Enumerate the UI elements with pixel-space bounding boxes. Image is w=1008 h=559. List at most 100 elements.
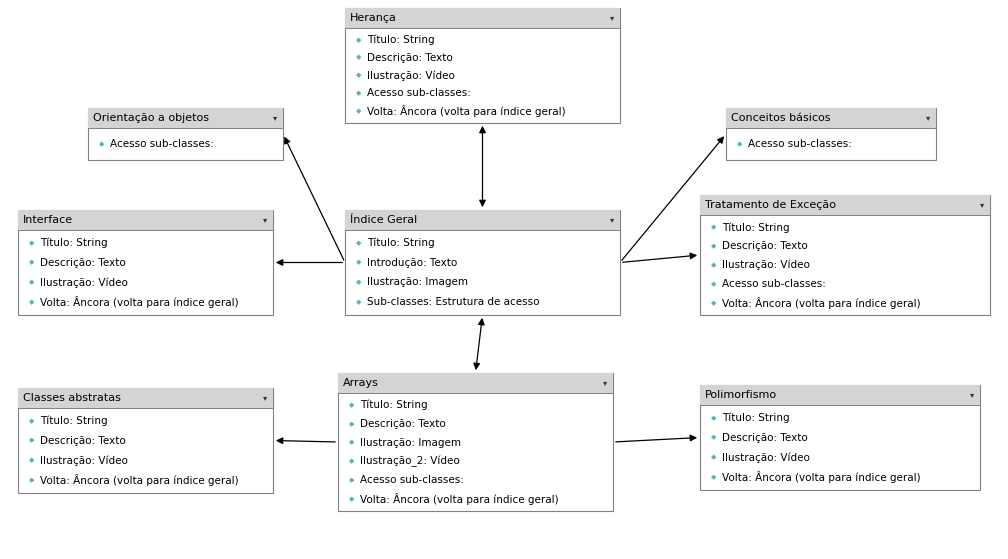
Text: ◆: ◆ <box>356 91 362 96</box>
Text: Acesso sub-classes:: Acesso sub-classes: <box>722 279 826 289</box>
Text: ▾: ▾ <box>970 391 974 400</box>
Bar <box>700 195 990 215</box>
Text: Acesso sub-classes:: Acesso sub-classes: <box>360 475 464 485</box>
Text: ◆: ◆ <box>712 224 717 230</box>
Text: ◆: ◆ <box>350 439 355 446</box>
Text: ◆: ◆ <box>712 281 717 287</box>
Text: Descrição: Texto: Descrição: Texto <box>40 435 126 446</box>
Text: Descrição: Texto: Descrição: Texto <box>722 241 807 251</box>
Text: Volta: Âncora (volta para índice geral): Volta: Âncora (volta para índice geral) <box>40 474 239 486</box>
Text: ◆: ◆ <box>356 259 362 266</box>
Text: Volta: Âncora (volta para índice geral): Volta: Âncora (volta para índice geral) <box>367 105 565 117</box>
Text: Conceitos básicos: Conceitos básicos <box>731 113 831 123</box>
Bar <box>345 8 620 28</box>
Text: Descrição: Texto: Descrição: Texto <box>360 419 446 429</box>
Text: ◆: ◆ <box>712 415 717 421</box>
Text: Título: String: Título: String <box>367 238 434 248</box>
Bar <box>338 373 613 511</box>
Text: ◆: ◆ <box>29 240 34 246</box>
Text: ▾: ▾ <box>610 216 614 225</box>
Text: Volta: Âncora (volta para índice geral): Volta: Âncora (volta para índice geral) <box>360 493 558 505</box>
Text: ◆: ◆ <box>712 474 717 480</box>
Text: Arrays: Arrays <box>343 378 379 388</box>
Text: Herança: Herança <box>350 13 397 23</box>
Text: Acesso sub-classes:: Acesso sub-classes: <box>748 139 852 149</box>
Text: ◆: ◆ <box>29 477 34 483</box>
Text: Polimorfismo: Polimorfismo <box>705 390 777 400</box>
Text: ◆: ◆ <box>712 243 717 249</box>
Text: Ilustração: Vídeo: Ilustração: Vídeo <box>40 455 128 466</box>
Bar <box>700 385 980 405</box>
Text: ▾: ▾ <box>610 13 614 22</box>
Text: ◆: ◆ <box>350 458 355 465</box>
Bar <box>18 210 273 230</box>
Text: ◆: ◆ <box>350 496 355 502</box>
Text: ◆: ◆ <box>29 418 34 424</box>
Text: Título: String: Título: String <box>360 400 427 410</box>
Text: ◆: ◆ <box>712 434 717 440</box>
Text: Interface: Interface <box>23 215 74 225</box>
Text: Título: String: Título: String <box>40 415 108 426</box>
Text: Volta: Âncora (volta para índice geral): Volta: Âncora (volta para índice geral) <box>40 296 239 308</box>
Text: Introdução: Texto: Introdução: Texto <box>367 258 458 268</box>
Text: ▾: ▾ <box>603 378 607 387</box>
Text: ◆: ◆ <box>712 262 717 268</box>
Text: ◆: ◆ <box>737 141 743 147</box>
Text: ◆: ◆ <box>29 299 34 305</box>
Text: ▾: ▾ <box>263 394 267 402</box>
Text: ▾: ▾ <box>925 113 930 122</box>
Text: Volta: Âncora (volta para índice geral): Volta: Âncora (volta para índice geral) <box>722 471 920 483</box>
Text: Orientação a objetos: Orientação a objetos <box>93 113 209 123</box>
Bar <box>18 388 273 408</box>
Text: Título: String: Título: String <box>722 413 789 423</box>
Text: Acesso sub-classes:: Acesso sub-classes: <box>367 88 471 98</box>
Text: ◆: ◆ <box>712 300 717 306</box>
Text: Ilustração: Vídeo: Ilustração: Vídeo <box>40 277 128 288</box>
Text: Ilustração_2: Vídeo: Ilustração_2: Vídeo <box>360 456 460 467</box>
Text: ◆: ◆ <box>356 280 362 286</box>
Text: Índice Geral: Índice Geral <box>350 215 417 225</box>
Bar <box>700 195 990 315</box>
Text: ◆: ◆ <box>29 259 34 266</box>
Text: Descrição: Texto: Descrição: Texto <box>367 53 453 63</box>
Text: Acesso sub-classes:: Acesso sub-classes: <box>110 139 214 149</box>
Text: ◆: ◆ <box>100 141 105 147</box>
Text: ◆: ◆ <box>356 73 362 78</box>
Text: Descrição: Texto: Descrição: Texto <box>40 258 126 268</box>
Bar <box>700 385 980 490</box>
Text: ▾: ▾ <box>273 113 277 122</box>
Text: Título: String: Título: String <box>367 35 434 45</box>
Text: Ilustração: Vídeo: Ilustração: Vídeo <box>367 70 455 80</box>
Text: Volta: Âncora (volta para índice geral): Volta: Âncora (volta para índice geral) <box>722 297 920 309</box>
Text: Ilustração: Imagem: Ilustração: Imagem <box>367 277 468 287</box>
Text: Classes abstratas: Classes abstratas <box>23 393 121 403</box>
Text: Título: String: Título: String <box>722 222 789 233</box>
Text: ▾: ▾ <box>980 201 984 210</box>
Text: Sub-classes: Estrutura de acesso: Sub-classes: Estrutura de acesso <box>367 297 539 307</box>
Bar <box>88 108 283 160</box>
Text: Título: String: Título: String <box>40 238 108 248</box>
Text: ◆: ◆ <box>356 37 362 42</box>
Text: Descrição: Texto: Descrição: Texto <box>722 433 807 443</box>
Bar <box>338 373 613 393</box>
Text: ◆: ◆ <box>29 280 34 286</box>
Text: ◆: ◆ <box>356 299 362 305</box>
Bar <box>345 210 620 230</box>
Bar <box>18 388 273 493</box>
Text: ◆: ◆ <box>350 402 355 408</box>
Text: ◆: ◆ <box>356 240 362 246</box>
Text: ▾: ▾ <box>263 216 267 225</box>
Text: ◆: ◆ <box>29 457 34 463</box>
Bar <box>345 8 620 123</box>
Text: ◆: ◆ <box>350 421 355 427</box>
Text: ◆: ◆ <box>356 108 362 115</box>
Bar <box>88 108 283 128</box>
Bar <box>726 108 936 160</box>
Text: Ilustração: Imagem: Ilustração: Imagem <box>360 438 461 448</box>
Text: Tratamento de Exceção: Tratamento de Exceção <box>705 200 836 210</box>
Text: ◆: ◆ <box>712 454 717 461</box>
Text: Ilustração: Vídeo: Ilustração: Vídeo <box>722 260 809 270</box>
Text: Ilustração: Vídeo: Ilustração: Vídeo <box>722 452 809 463</box>
Text: ◆: ◆ <box>29 438 34 444</box>
Bar <box>345 210 620 315</box>
